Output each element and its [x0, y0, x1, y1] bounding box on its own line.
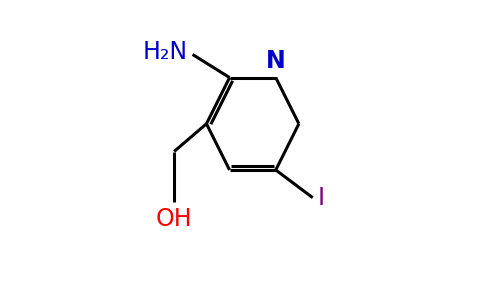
Text: N: N	[266, 49, 286, 73]
Text: H₂N: H₂N	[143, 40, 188, 64]
Text: OH: OH	[156, 207, 193, 231]
Text: I: I	[318, 186, 324, 210]
